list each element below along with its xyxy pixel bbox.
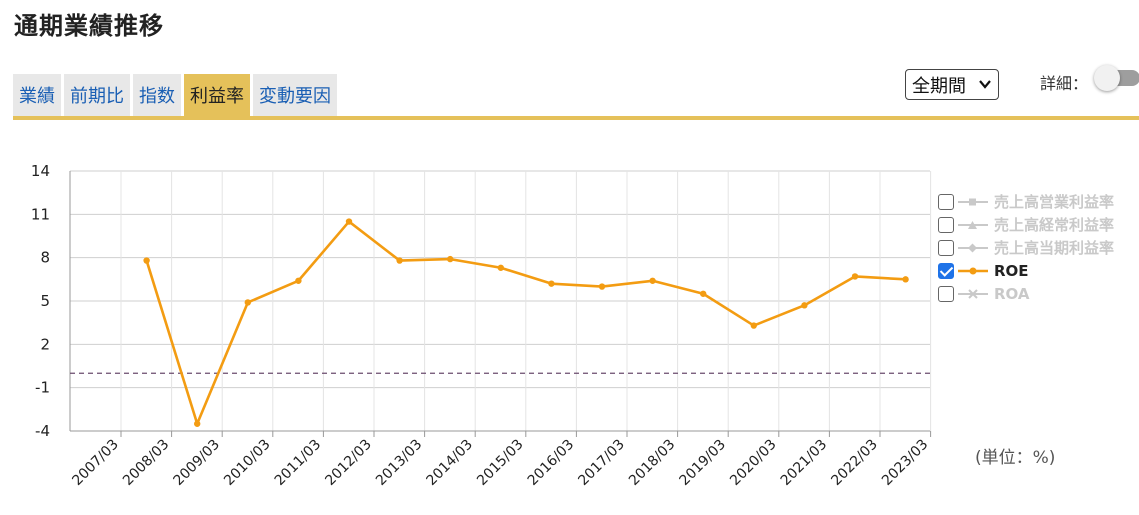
data-point-roe — [497, 264, 504, 271]
data-point-roe — [598, 283, 606, 290]
chart-legend: 売上高営業利益率 売上高経常利益率 売上高当期利益率 ROE ROA — [938, 190, 1114, 305]
data-point-roe — [447, 255, 454, 263]
legend-label: ROA — [994, 284, 1030, 303]
data-point-roe — [194, 420, 201, 427]
series-marker-icon — [958, 288, 988, 299]
x-tick-label: 2010/03 — [221, 437, 273, 489]
legend-item-ordinary-margin[interactable]: 売上高経常利益率 — [938, 213, 1114, 236]
data-point-roe — [548, 280, 555, 287]
x-tick-label: 2014/03 — [424, 437, 476, 489]
legend-checkbox[interactable] — [938, 285, 954, 302]
data-point-roe — [295, 277, 302, 284]
tab-performance[interactable]: 業績 — [13, 74, 61, 116]
data-point-roe — [750, 322, 757, 329]
x-tick-label: 2019/03 — [677, 437, 729, 489]
data-point-roe — [244, 299, 251, 306]
x-tick-label: 2012/03 — [322, 437, 374, 489]
series-line-roe — [145, 220, 906, 426]
tab-variance-factors[interactable]: 変動要因 — [253, 74, 337, 116]
x-tick-label: 2018/03 — [626, 437, 678, 489]
data-point-roe — [649, 277, 656, 284]
x-tick-label: 2008/03 — [120, 437, 172, 489]
legend-checkbox[interactable] — [938, 193, 954, 210]
x-tick-label: 2017/03 — [575, 437, 627, 489]
tab-bar: 業績 前期比 指数 利益率 変動要因 — [13, 74, 337, 116]
data-point-roe — [143, 257, 150, 264]
y-tick-label: -1 — [35, 379, 50, 397]
period-select[interactable]: 全期間 — [905, 69, 999, 100]
data-point-roe — [851, 273, 859, 280]
x-tick-label: 2013/03 — [373, 437, 425, 489]
detail-label: 詳細： — [1040, 74, 1089, 93]
legend-checkbox[interactable] — [938, 239, 954, 256]
page-title: 通期業績推移 — [14, 12, 164, 40]
chevron-down-icon — [979, 80, 991, 89]
series-marker-icon — [958, 243, 988, 252]
y-tick-label: 2 — [40, 335, 50, 353]
data-point-roe — [801, 302, 808, 309]
y-tick-label: 8 — [40, 249, 50, 267]
x-tick-label: 2021/03 — [778, 437, 830, 489]
toggle-knob — [1094, 65, 1120, 91]
data-point-roe — [345, 218, 353, 225]
legend-label: 売上高営業利益率 — [994, 193, 1115, 211]
x-tick-label: 2020/03 — [727, 437, 779, 489]
data-point-roe — [396, 257, 403, 264]
detail-toggle[interactable] — [1092, 65, 1139, 91]
legend-checkbox[interactable] — [938, 216, 954, 233]
tab-yoy[interactable]: 前期比 — [64, 74, 130, 116]
series-marker-icon — [958, 267, 988, 274]
y-tick-label: 11 — [31, 205, 50, 223]
tab-index[interactable]: 指数 — [133, 74, 181, 116]
y-tick-label: -4 — [35, 422, 50, 440]
x-tick-label: 2022/03 — [828, 437, 880, 489]
data-point-roe — [700, 290, 707, 297]
tab-margin[interactable]: 利益率 — [184, 74, 250, 116]
x-tick-label: 2009/03 — [171, 437, 223, 489]
series-marker-icon — [958, 220, 988, 229]
period-select-value: 全期間 — [912, 75, 966, 97]
unit-label: (単位：%) — [975, 448, 1056, 468]
legend-checkbox-checked[interactable] — [938, 262, 954, 279]
data-point-roe — [902, 276, 909, 283]
legend-label: 売上高当期利益率 — [994, 239, 1115, 257]
x-tick-label: 2015/03 — [474, 437, 526, 489]
series-marker-icon — [958, 198, 988, 205]
legend-label: 売上高経常利益率 — [994, 216, 1115, 234]
tab-underline — [13, 116, 1139, 120]
legend-item-roe[interactable]: ROE — [938, 259, 1114, 282]
legend-label: ROE — [994, 261, 1029, 280]
x-tick-label: 2007/03 — [69, 437, 121, 489]
x-tick-label: 2023/03 — [879, 437, 931, 489]
legend-item-roa[interactable]: ROA — [938, 282, 1114, 305]
y-tick-label: 14 — [31, 162, 50, 180]
x-tick-label: 2011/03 — [272, 437, 324, 489]
legend-item-net-margin[interactable]: 売上高当期利益率 — [938, 236, 1114, 259]
legend-item-operating-margin[interactable]: 売上高営業利益率 — [938, 190, 1114, 213]
x-tick-label: 2016/03 — [525, 437, 577, 489]
y-tick-label: 5 — [40, 292, 50, 310]
